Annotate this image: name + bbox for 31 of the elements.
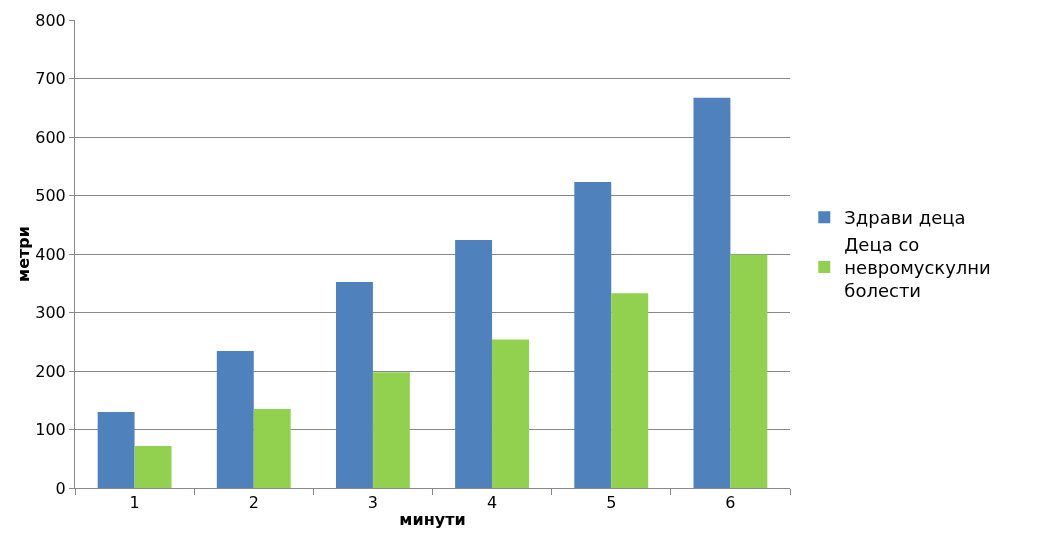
x-axis-title: минути	[399, 509, 466, 529]
legend-label: Здрави деца	[844, 207, 966, 229]
bar	[730, 254, 768, 488]
bar	[455, 239, 493, 488]
x-tick-label: 4	[486, 493, 498, 513]
y-tick-label: 100	[35, 420, 66, 440]
bar	[97, 411, 135, 488]
bar	[216, 351, 254, 488]
x-tick-label: 3	[367, 493, 379, 513]
bar	[492, 339, 530, 488]
bar	[693, 97, 731, 488]
bar	[611, 293, 649, 488]
x-tick-label: 5	[606, 493, 617, 513]
y-tick-label: 300	[35, 303, 66, 323]
y-tick-label: 600	[35, 127, 66, 147]
legend-label: Деца со невромускулни болести	[844, 233, 991, 302]
x-tick-label: 6	[725, 493, 736, 513]
y-tick-label: 0	[55, 478, 66, 498]
bar	[335, 282, 373, 488]
y-tick-label: 700	[35, 69, 66, 89]
bar	[134, 445, 172, 488]
x-tick-label: 2	[248, 493, 259, 513]
bar	[372, 372, 410, 488]
x-tick-label: 1	[129, 493, 140, 513]
y-axis-title: метри	[14, 226, 34, 282]
y-tick-label: 500	[35, 186, 66, 206]
y-tick-label: 400	[35, 244, 66, 264]
bar	[574, 182, 612, 488]
y-tick-label: 800	[35, 10, 66, 30]
bar	[253, 409, 291, 488]
y-tick-label: 200	[35, 361, 66, 381]
